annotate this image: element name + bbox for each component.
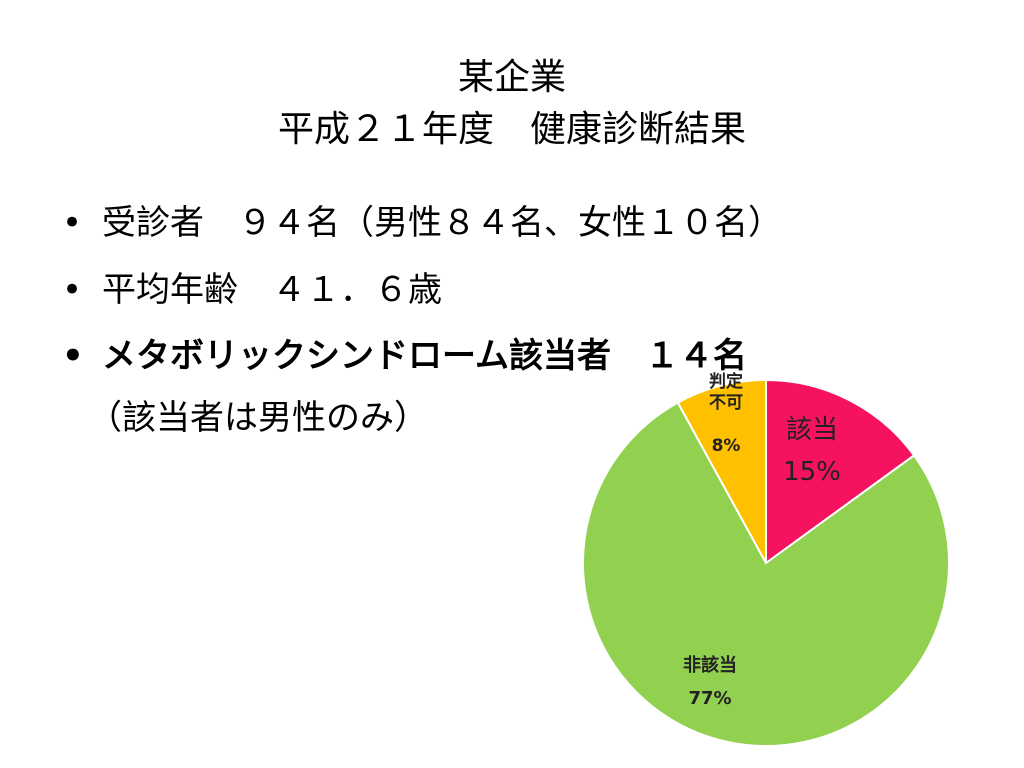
bullet: 受診者 ９４名（男性８４名、女性１０名） [62, 195, 782, 244]
slice-value-label: 77% [688, 688, 732, 709]
bullet: 平均年齢 ４１．６歳 [62, 262, 442, 311]
slice-label: 該当 [785, 415, 838, 445]
slice-value-label: 8% [711, 436, 741, 456]
pie-slice [676, 378, 767, 564]
slice-label: 判定不可 [709, 372, 743, 414]
bullet: メタボリックシンドローム該当者 １４名 [62, 328, 747, 377]
slice-label: 非該当 [683, 655, 737, 676]
pie-slice [765, 378, 916, 565]
title-line: 某企業 [457, 57, 566, 98]
slice-value-label: 15% [783, 457, 841, 487]
note: （該当者は男性のみ） [88, 398, 428, 438]
pie-slice [582, 401, 950, 747]
title-line: 平成２１年度 健康診断結果 [277, 109, 746, 150]
